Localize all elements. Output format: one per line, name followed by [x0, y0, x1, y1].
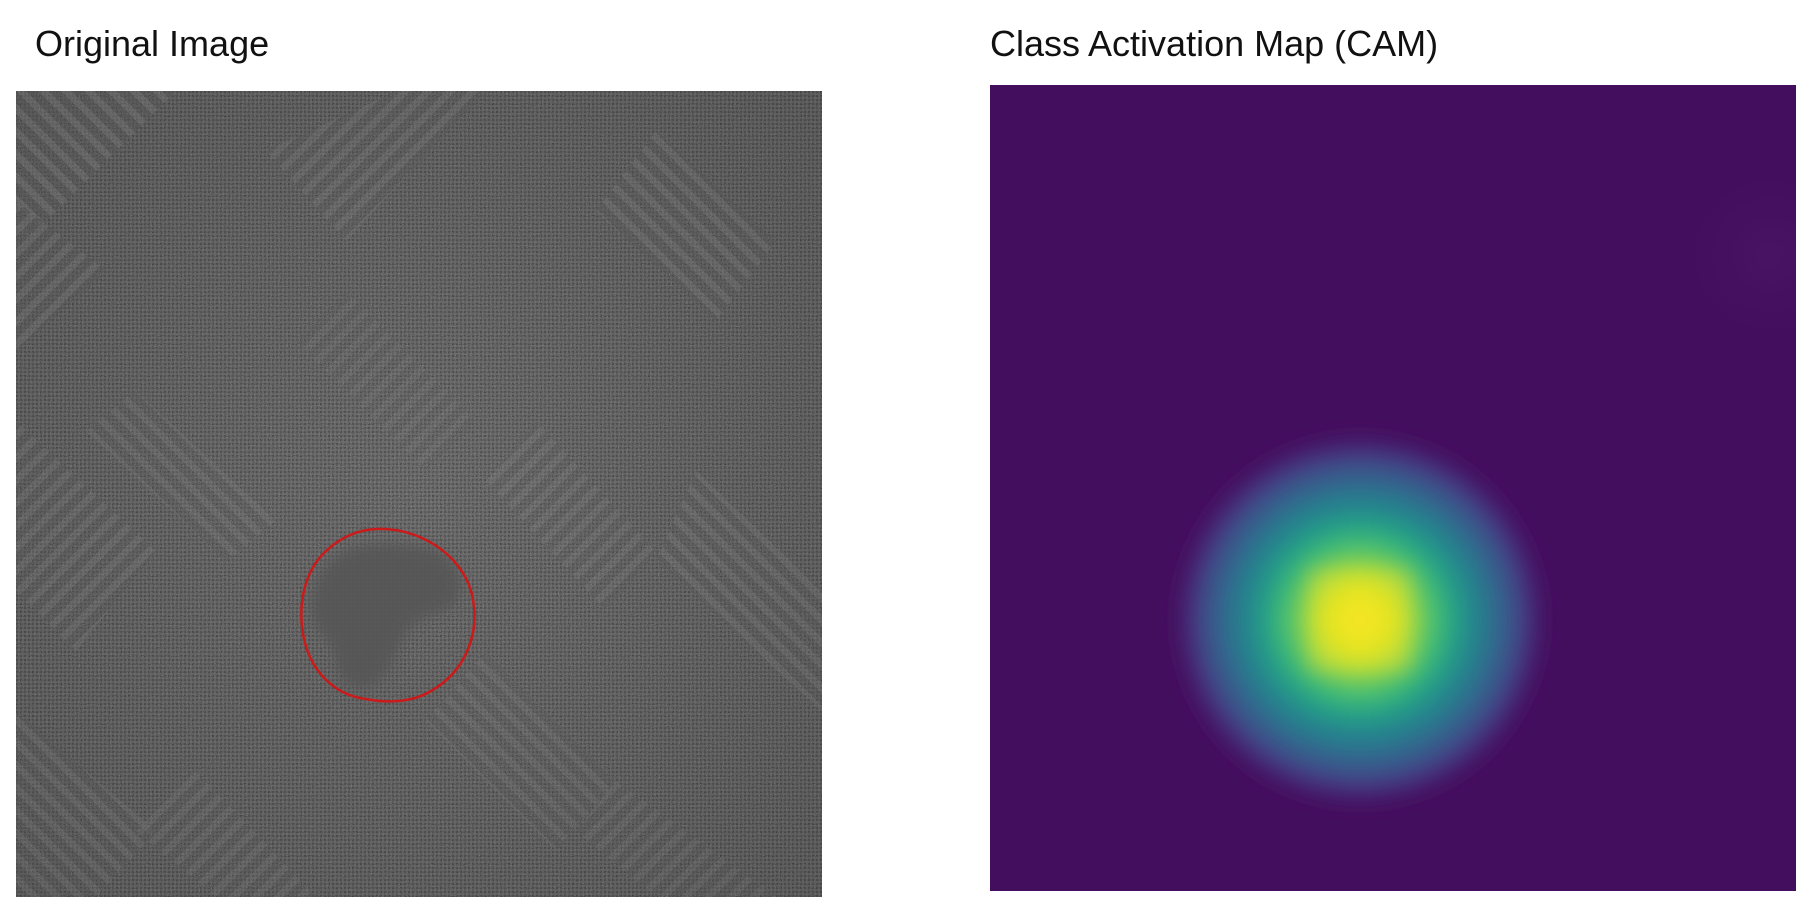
original-image-title: Original Image	[35, 23, 270, 64]
original-image	[16, 91, 822, 897]
cam-heatmap-canvas	[990, 85, 1796, 891]
cam-title: Class Activation Map (CAM)	[990, 23, 1439, 64]
cam-heatmap	[990, 85, 1796, 891]
detection-outline	[300, 527, 476, 703]
original-image-canvas	[16, 91, 822, 897]
defect-region	[312, 543, 460, 688]
